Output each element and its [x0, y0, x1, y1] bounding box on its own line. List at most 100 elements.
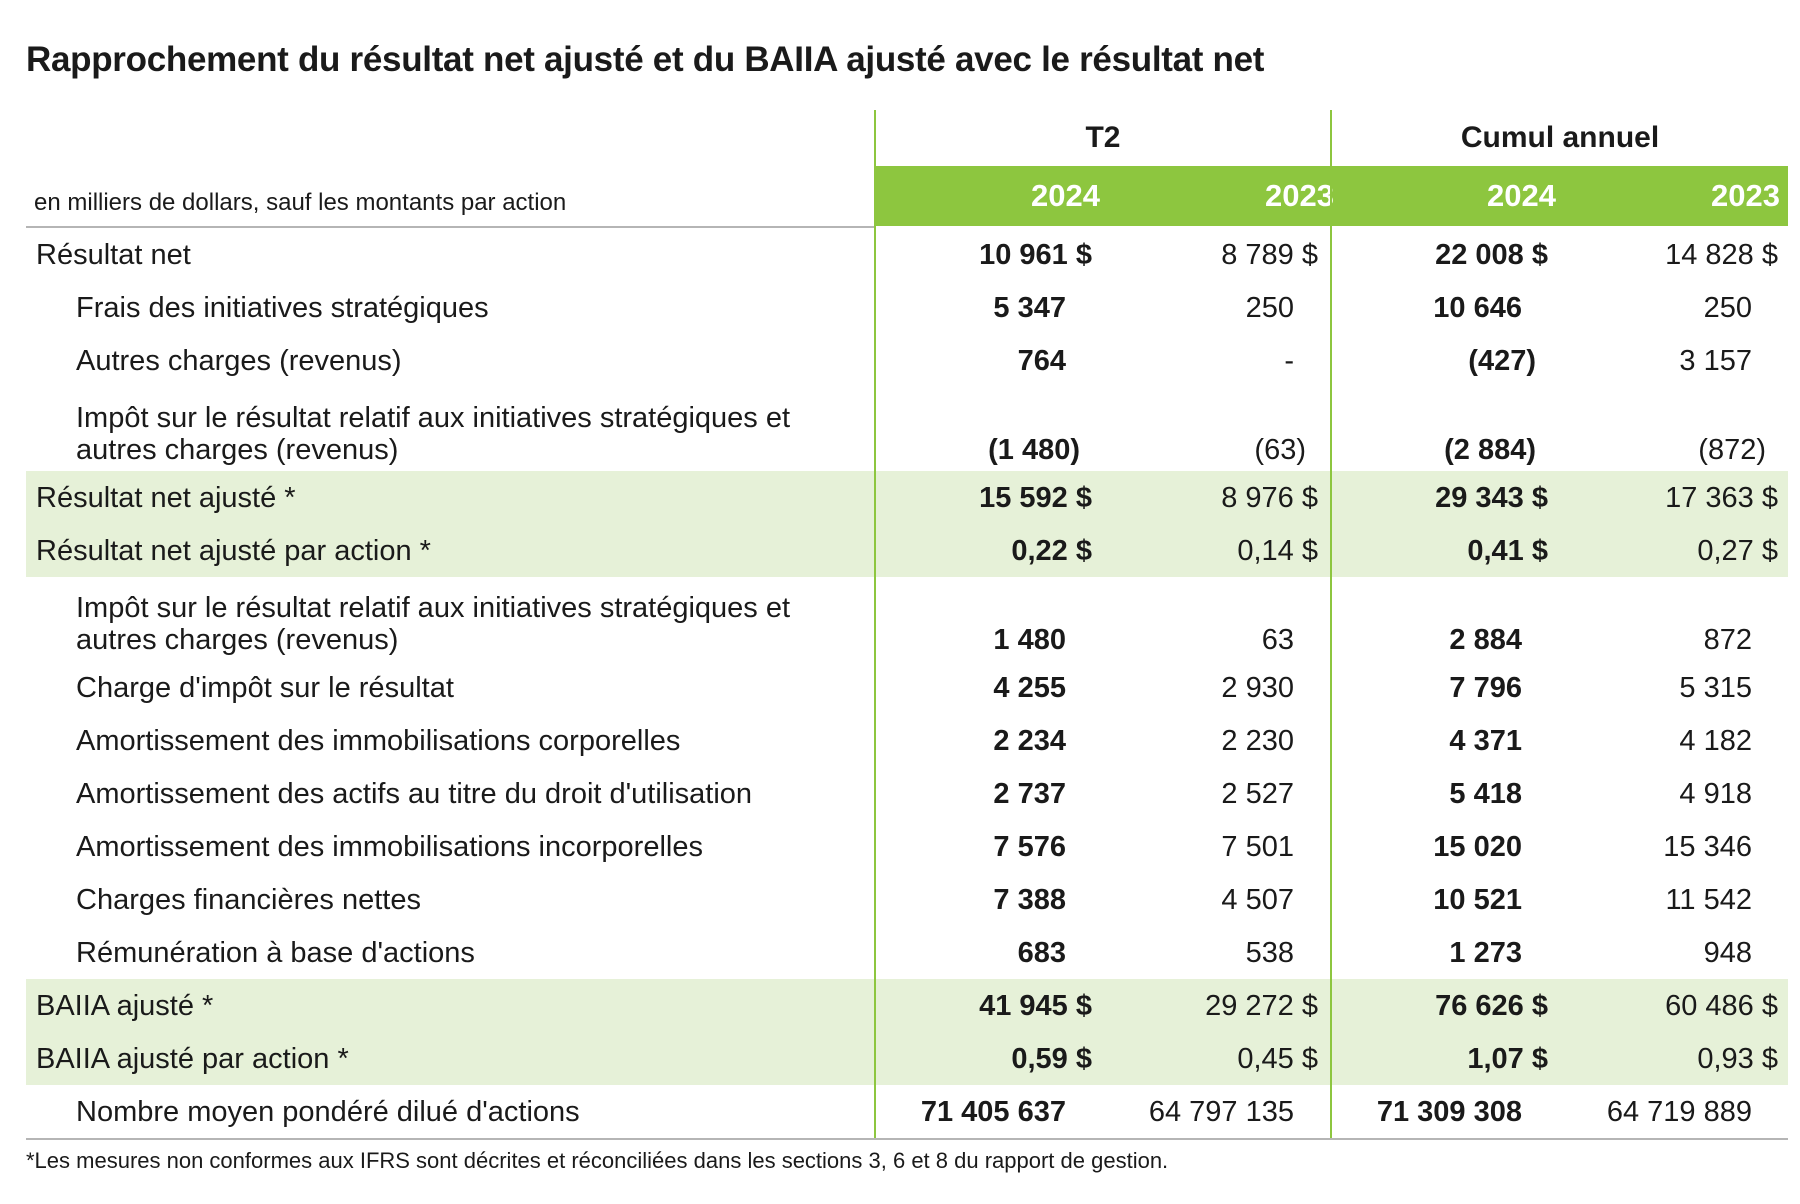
value-ytd-2023: 948: [1703, 937, 1752, 969]
group-header-q2: T2: [1085, 121, 1121, 154]
row-label: BAIIA ajusté *: [36, 990, 214, 1022]
row-label-continued: autres charges (revenus): [76, 624, 399, 656]
value-q2-2024: 764: [1017, 345, 1066, 377]
column-divider-ytd: [1330, 110, 1332, 1140]
value-q2-2023: 0,14 $: [1237, 535, 1318, 567]
value-ytd-2023: 0,93 $: [1697, 1043, 1778, 1075]
value-q2-2023: 4 507: [1221, 884, 1294, 916]
table-row: BAIIA ajusté * 41 945 $ 29 272 $ 76 626 $ 60…: [26, 979, 1788, 1032]
unit-note: en milliers de dollars, sauf les montant…: [34, 189, 567, 216]
value-q2-2024: 7 388: [993, 884, 1066, 916]
footnote: *Les mesures non conformes aux IFRS sont…: [26, 1148, 1169, 1173]
year-ytd-2024: 2024: [1487, 178, 1556, 213]
table-row: Amortissement des actifs au titre du dro…: [26, 767, 1788, 820]
value-ytd-2023: 17 363 $: [1665, 482, 1778, 514]
value-ytd-2024: 1,07 $: [1467, 1043, 1548, 1075]
value-ytd-2024: (427): [1468, 345, 1536, 377]
row-highlight: [26, 471, 1788, 524]
table-row: Amortissement des immobilisations corpor…: [26, 714, 1788, 767]
page-title: Rapprochement du résultat net ajusté et …: [26, 40, 1265, 79]
row-label: Amortissement des immobilisations incorp…: [76, 831, 703, 863]
value-ytd-2023: 14 828 $: [1665, 239, 1778, 271]
row-label: Autres charges (revenus): [76, 345, 402, 377]
table-bottom-rule: [26, 1138, 1788, 1140]
year-ytd-2023: 2023: [1711, 178, 1780, 213]
value-q2-2023: 63: [1261, 624, 1294, 656]
value-q2-2024: 0,59 $: [1011, 1043, 1092, 1075]
value-ytd-2023: 0,27 $: [1697, 535, 1778, 567]
value-ytd-2023: 4 182: [1679, 725, 1752, 757]
value-q2-2023: 2 930: [1221, 672, 1294, 704]
table-row: BAIIA ajusté par action * 0,59 $ 0,45 $ 1,0…: [26, 1032, 1788, 1085]
row-label-continued: autres charges (revenus): [76, 434, 399, 466]
value-q2-2023: -: [1284, 345, 1294, 377]
group-header-ytd: Cumul annuel: [1460, 121, 1660, 154]
value-ytd-2024: 76 626 $: [1435, 990, 1548, 1022]
row-label: Amortissement des immobilisations corpor…: [76, 725, 681, 757]
value-q2-2024: 683: [1017, 937, 1066, 969]
table-row: Impôt sur le résultat relatif aux initia…: [26, 387, 1788, 471]
year-q2-2023: 2023: [1265, 178, 1334, 213]
value-q2-2023: 538: [1245, 937, 1294, 969]
row-label: Nombre moyen pondéré dilué d'actions: [76, 1096, 580, 1128]
row-label: Charges financières nettes: [76, 884, 421, 916]
value-ytd-2023: (872): [1698, 434, 1766, 466]
row-label: Charge d'impôt sur le résultat: [76, 672, 454, 704]
value-q2-2024: 15 592 $: [979, 482, 1092, 514]
value-ytd-2024: 5 418: [1449, 778, 1522, 810]
row-label: Résultat net ajusté par action *: [36, 535, 431, 567]
value-ytd-2023: 64 719 889: [1606, 1096, 1752, 1128]
table-row: Charges financières nettes 7 388 4 507 10 5…: [26, 873, 1788, 926]
value-ytd-2023: 872: [1703, 624, 1752, 656]
table-row: Résultat net ajusté * 15 592 $ 8 976 $ 29 3…: [26, 471, 1788, 524]
value-q2-2023: 0,45 $: [1237, 1043, 1318, 1075]
table-row: Impôt sur le résultat relatif aux initia…: [26, 577, 1788, 661]
column-divider-q2: [874, 110, 876, 1140]
value-q2-2024: 1 480: [993, 624, 1066, 656]
row-label: Impôt sur le résultat relatif aux initia…: [76, 402, 791, 434]
value-q2-2023: 2 230: [1221, 725, 1294, 757]
value-ytd-2023: 3 157: [1679, 345, 1752, 377]
value-ytd-2024: (2 884): [1444, 434, 1536, 466]
value-q2-2023: 250: [1245, 292, 1294, 324]
row-label: BAIIA ajusté par action *: [36, 1043, 349, 1075]
value-ytd-2024: 2 884: [1449, 624, 1522, 656]
value-q2-2024: 4 255: [993, 672, 1066, 704]
value-q2-2023: 64 797 135: [1148, 1096, 1294, 1128]
value-ytd-2023: 11 542: [1665, 884, 1752, 916]
table-row: Résultat net 10 961 $ 8 789 $ 22 008 $ 14 82…: [26, 228, 1788, 281]
table-row: Amortissement des immobilisations incorp…: [26, 820, 1788, 873]
value-ytd-2024: 10 521: [1433, 884, 1522, 916]
value-ytd-2023: 250: [1703, 292, 1752, 324]
value-ytd-2024: 0,41 $: [1467, 535, 1548, 567]
row-highlight: [26, 1032, 1788, 1085]
value-ytd-2024: 71 309 308: [1376, 1096, 1522, 1128]
row-label: Résultat net: [36, 239, 191, 271]
value-q2-2024: 10 961 $: [979, 239, 1092, 271]
table-row: Frais des initiatives stratégiques 5 347 2…: [26, 281, 1788, 334]
value-ytd-2024: 22 008 $: [1435, 239, 1548, 271]
row-highlight: [26, 979, 1788, 1032]
value-q2-2023: 2 527: [1221, 778, 1294, 810]
value-q2-2024: (1 480): [988, 434, 1080, 466]
row-highlight: [26, 524, 1788, 577]
row-label: Frais des initiatives stratégiques: [76, 292, 489, 324]
value-q2-2024: 0,22 $: [1011, 535, 1092, 567]
value-ytd-2023: 5 315: [1679, 672, 1752, 704]
table-row: Charge d'impôt sur le résultat 4 255 2 930…: [26, 661, 1788, 714]
value-q2-2024: 2 737: [993, 778, 1066, 810]
value-ytd-2024: 15 020: [1433, 831, 1522, 863]
value-q2-2024: 7 576: [993, 831, 1066, 863]
value-ytd-2024: 7 796: [1449, 672, 1522, 704]
row-label: Amortissement des actifs au titre du dro…: [76, 778, 753, 810]
table-row: Autres charges (revenus) 764 - (427) 3 157: [26, 334, 1788, 387]
table-row: Résultat net ajusté par action * 0,22 $ 0,…: [26, 524, 1788, 577]
year-q2-2024: 2024: [1031, 178, 1100, 213]
value-q2-2023: 8 976 $: [1221, 482, 1318, 514]
row-label: Résultat net ajusté *: [36, 482, 296, 514]
value-q2-2023: 8 789 $: [1221, 239, 1318, 271]
row-label: Impôt sur le résultat relatif aux initia…: [76, 592, 791, 624]
value-q2-2024: 41 945 $: [979, 990, 1092, 1022]
value-ytd-2024: 29 343 $: [1435, 482, 1548, 514]
value-q2-2024: 71 405 637: [920, 1096, 1066, 1128]
